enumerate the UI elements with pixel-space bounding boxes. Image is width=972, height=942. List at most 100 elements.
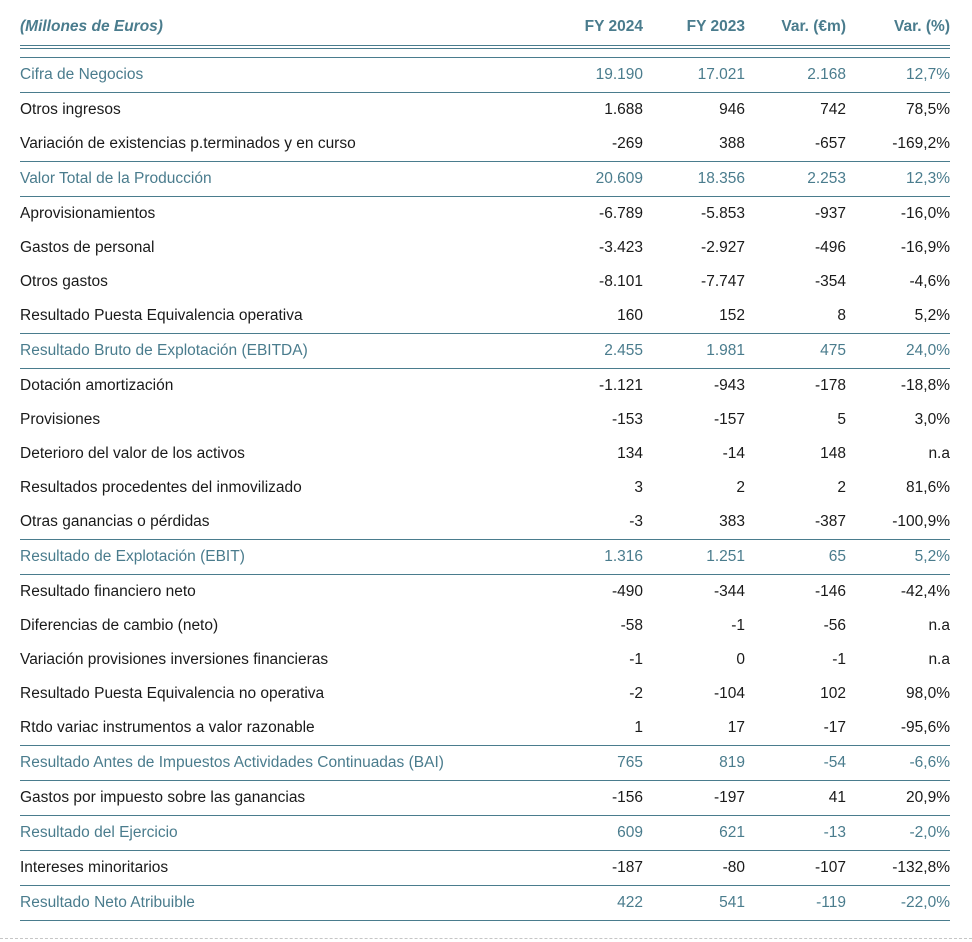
fy2023-value: 152 <box>719 307 745 324</box>
var-pct-value: 24,0% <box>906 342 950 359</box>
row-label: Aprovisionamientos <box>20 205 156 222</box>
fy2023-value: 541 <box>719 894 745 911</box>
row-label: Intereses minoritarios <box>20 859 169 876</box>
fy2024-value: -58 <box>620 617 643 634</box>
subtotal-row: Valor Total de la Producción 20.609 18.356… <box>20 161 950 197</box>
fy2023-value: 621 <box>719 824 745 841</box>
row-label: Diferencias de cambio (neto) <box>20 617 219 634</box>
fy2024-value: -269 <box>611 135 643 152</box>
row-label: Otras ganancias o pérdidas <box>20 513 210 530</box>
var-eur-m-value: -657 <box>814 135 846 152</box>
var-pct-value: -95,6% <box>900 719 950 736</box>
var-pct-value: -169,2% <box>892 135 950 152</box>
var-pct-value: 5,2% <box>914 307 950 324</box>
subtotal-row: Cifra de Negocios 19.190 17.021 2.168 12,7% <box>20 57 950 93</box>
table-row: Variación provisiones inversiones financ… <box>20 643 950 677</box>
fy2024-value: 19.190 <box>595 66 643 83</box>
fy2024-value: -156 <box>611 789 643 806</box>
fy2023-value: -1 <box>731 617 745 634</box>
var-eur-m-value: -937 <box>814 205 846 222</box>
fy2024-value: 422 <box>617 894 643 911</box>
var-pct-value: -6,6% <box>909 754 951 771</box>
fy2024-value: -153 <box>611 411 643 428</box>
fy2024-value: 2.455 <box>604 342 643 359</box>
var-eur-m-value: 65 <box>828 548 846 565</box>
var-pct-value: 12,7% <box>906 66 950 83</box>
fy2023-value: 383 <box>719 513 745 530</box>
var-pct-value: -16,0% <box>900 205 950 222</box>
table-row: Intereses minoritarios -187 -80 -107 -132,8% <box>20 851 950 885</box>
fy2024-value: -3.423 <box>599 239 643 256</box>
column-header-units: (Millones de Euros) <box>20 18 163 35</box>
fy2024-value: 1.316 <box>604 548 643 565</box>
fy2024-value: -187 <box>611 859 643 876</box>
column-header-fy2023: FY 2023 <box>686 18 745 35</box>
fy2024-value: 1 <box>634 719 643 736</box>
table-row: Variación de existencias p.terminados y … <box>20 127 950 161</box>
var-eur-m-value: 2.168 <box>807 66 846 83</box>
fy2023-value: 1.981 <box>706 342 745 359</box>
fy2023-value: 388 <box>719 135 745 152</box>
var-pct-value: -18,8% <box>900 377 950 394</box>
var-pct-value: -132,8% <box>892 859 950 876</box>
row-label: Variación provisiones inversiones financ… <box>20 651 329 668</box>
row-label: Resultado financiero neto <box>20 583 196 600</box>
subtotal-row: Resultado Neto Atribuible 422 541 -119 -22,0… <box>20 885 950 921</box>
var-pct-value: -100,9% <box>892 513 950 530</box>
fy2024-value: 134 <box>617 445 643 462</box>
var-pct-value: -42,4% <box>900 583 950 600</box>
fy2024-value: -1.121 <box>599 377 643 394</box>
table-row: Aprovisionamientos -6.789 -5.853 -937 -16,0% <box>20 197 950 231</box>
fy2023-value: -104 <box>713 685 745 702</box>
var-pct-value: -16,9% <box>900 239 950 256</box>
var-pct-value: 3,0% <box>914 411 950 428</box>
var-pct-value: 12,3% <box>906 170 950 187</box>
table-row: Diferencias de cambio (neto) -58 -1 -56 n.a <box>20 609 950 643</box>
column-header-fy2024: FY 2024 <box>584 18 643 35</box>
table-row: Deterioro del valor de los activos 134 -14… <box>20 437 950 471</box>
row-label: Dotación amortización <box>20 377 174 394</box>
row-label: Gastos de personal <box>20 239 155 256</box>
fy2024-value: -8.101 <box>599 273 643 290</box>
var-eur-m-value: 8 <box>837 307 846 324</box>
var-eur-m-value: 2 <box>837 479 846 496</box>
var-eur-m-value: -387 <box>814 513 846 530</box>
fy2023-value: -943 <box>713 377 745 394</box>
var-eur-m-value: 742 <box>820 101 846 118</box>
row-label: Resultado Bruto de Explotación (EBITDA) <box>20 342 308 359</box>
table-row: Gastos por impuesto sobre las ganancias -… <box>20 781 950 815</box>
fy2023-value: 2 <box>736 479 745 496</box>
fy2024-value: 1.688 <box>604 101 643 118</box>
var-eur-m-value: -354 <box>814 273 846 290</box>
row-label: Provisiones <box>20 411 101 428</box>
var-eur-m-value: 148 <box>820 445 846 462</box>
var-eur-m-value: -17 <box>823 719 846 736</box>
var-eur-m-value: -496 <box>814 239 846 256</box>
row-label: Resultado Puesta Equivalencia no operati… <box>20 685 325 702</box>
row-label: Resultados procedentes del inmovilizado <box>20 479 302 496</box>
fy2023-value: 1.251 <box>706 548 745 565</box>
table-row: Resultado financiero neto -490 -344 -146 -42… <box>20 575 950 609</box>
fy2024-value: 160 <box>617 307 643 324</box>
fy2023-value: -7.747 <box>701 273 745 290</box>
fy2023-value: 819 <box>719 754 745 771</box>
column-header-var-pct: Var. (%) <box>894 18 950 35</box>
fy2023-value: 18.356 <box>697 170 745 187</box>
fy2023-value: 0 <box>736 651 745 668</box>
var-pct-value: n.a <box>928 617 950 634</box>
subtotal-row: Resultado del Ejercicio 609 621 -13 -2,0% <box>20 815 950 851</box>
fy2024-value: 765 <box>617 754 643 771</box>
var-pct-value: -4,6% <box>909 273 951 290</box>
table-row: Resultados procedentes del inmovilizado 3… <box>20 471 950 505</box>
row-label: Resultado de Explotación (EBIT) <box>20 548 245 565</box>
fy2023-value: -5.853 <box>701 205 745 222</box>
fy2023-value: -14 <box>722 445 745 462</box>
row-label: Resultado del Ejercicio <box>20 824 178 841</box>
row-label: Variación de existencias p.terminados y … <box>20 135 356 152</box>
table-row: Resultado Puesta Equivalencia no operati… <box>20 677 950 711</box>
table-header-row: (Millones de Euros) FY 2024 FY 2023 Var.… <box>20 10 950 49</box>
var-eur-m-value: 5 <box>837 411 846 428</box>
table-row: Gastos de personal -3.423 -2.927 -496 -16,9% <box>20 231 950 265</box>
row-label: Rtdo variac instrumentos a valor razonab… <box>20 719 315 736</box>
table-row: Otros gastos -8.101 -7.747 -354 -4,6% <box>20 265 950 299</box>
